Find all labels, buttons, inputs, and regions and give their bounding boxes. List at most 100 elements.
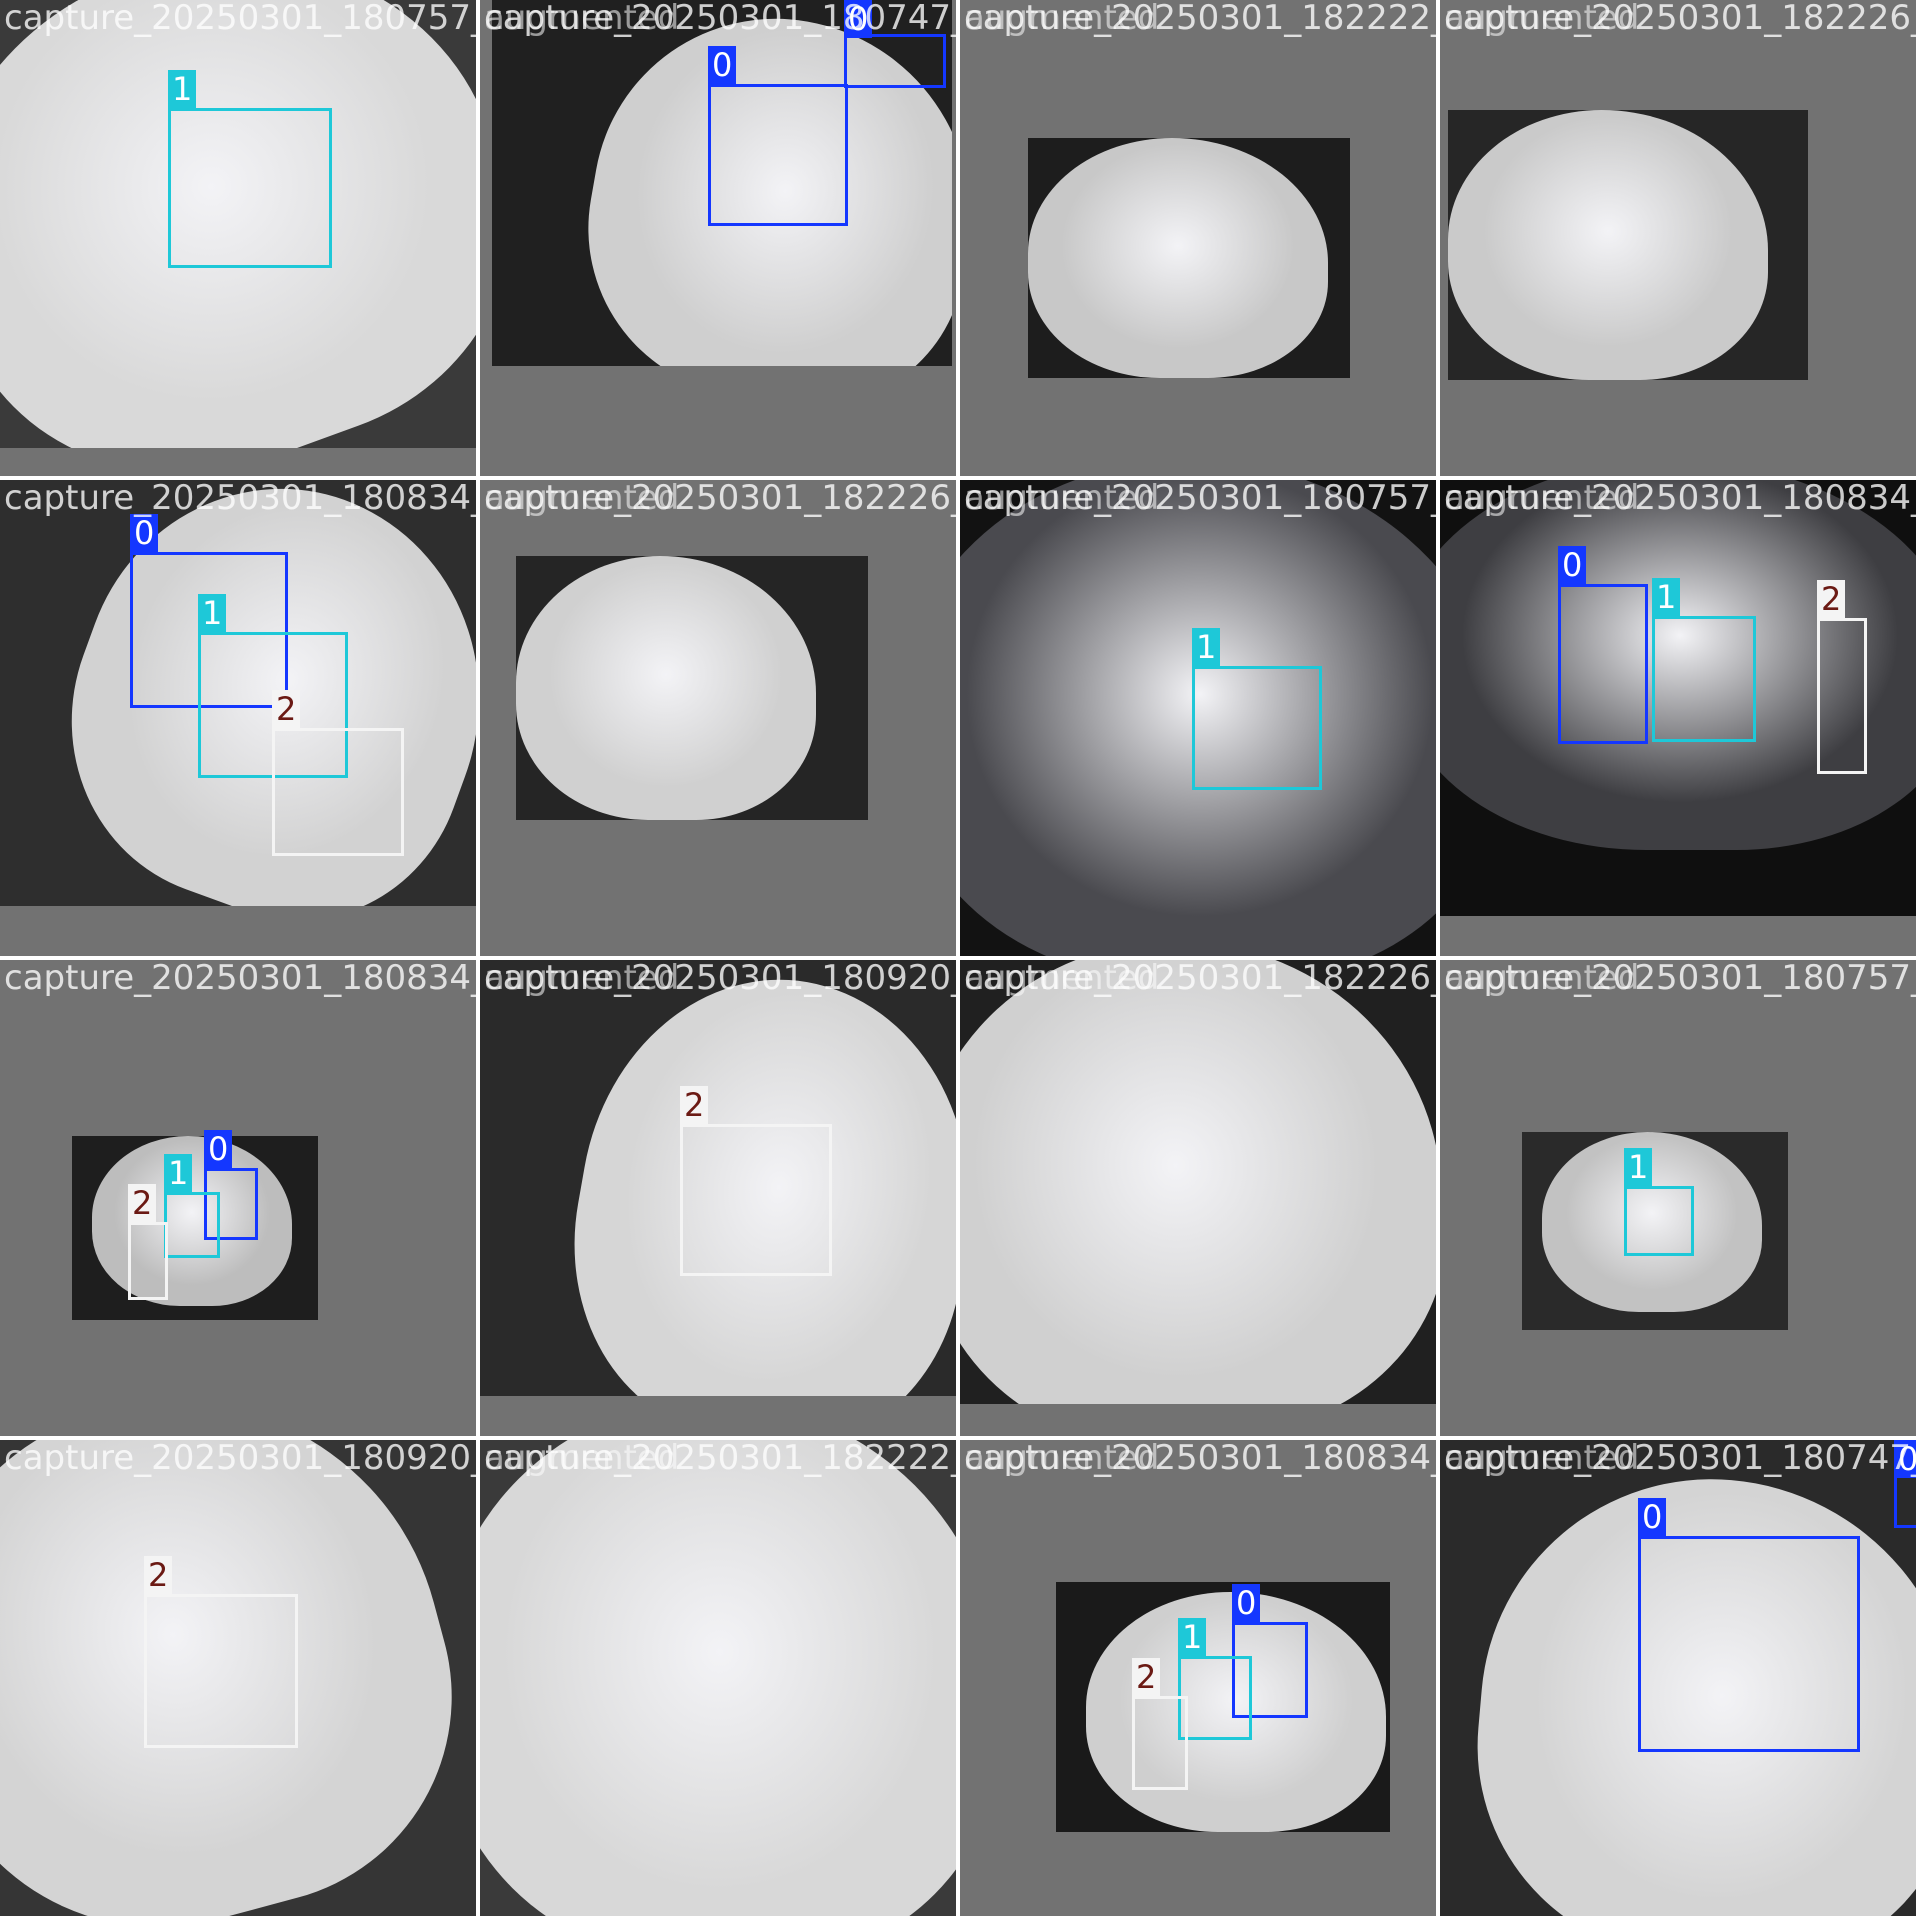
mosaic-tile: capture_20250301_182226_ augmented <box>1440 0 1916 476</box>
detection-box <box>844 34 946 88</box>
detection-class-label: 0 <box>1558 546 1587 584</box>
detection-class-label: 0 <box>844 0 873 38</box>
mosaic-tile: capture_20250301_182226_ augmented <box>960 960 1436 1436</box>
mosaic-tile: 2 capture_20250301_180920_ augmented <box>480 960 956 1436</box>
detection-class-label: 2 <box>1132 1658 1161 1696</box>
detection-box <box>1132 1696 1188 1790</box>
mosaic-tile: 0 0 capture_20250301_180747_ augmented <box>1440 1440 1916 1916</box>
detection-class-label: 2 <box>680 1086 709 1124</box>
tile-filename-label: augmented <box>1444 960 1640 998</box>
mosaic-tile: 0 0 capture_20250301_180747_ augmented <box>480 0 956 476</box>
tile-photo <box>1028 138 1350 378</box>
tile-filename-label: capture_20250301_180920_ <box>484 960 956 998</box>
detection-box <box>1638 1536 1860 1752</box>
tile-photo <box>0 480 476 906</box>
tile-filename-label: capture_20250301_180757_ <box>4 0 476 38</box>
tile-photo <box>480 960 956 1396</box>
tile-filename-label: augmented <box>484 480 680 518</box>
tile-filename-label: capture_20250301_180747_ <box>1444 1440 1916 1478</box>
tile-filename-label: augmented <box>964 1440 1160 1478</box>
detection-box <box>1652 616 1756 742</box>
tile-filename-label: augmented <box>484 960 680 998</box>
detection-box <box>1232 1622 1308 1718</box>
detection-box <box>204 1168 258 1240</box>
mosaic-tile: 2 capture_20250301_180920_ <box>0 1440 476 1916</box>
tile-filename-label: capture_20250301_182226_ <box>1444 0 1916 38</box>
detection-class-label: 0 <box>708 46 737 84</box>
detection-class-label: 1 <box>1652 578 1681 616</box>
mosaic-tile: capture_20250301_182226_ augmented <box>480 480 956 956</box>
detection-class-label: 2 <box>144 1556 173 1594</box>
detection-box <box>128 1222 168 1300</box>
detection-box <box>1178 1656 1252 1740</box>
detection-box <box>164 1192 220 1258</box>
tile-photo <box>1440 480 1916 916</box>
detection-class-label: 2 <box>1817 580 1846 618</box>
tile-filename-label: capture_20250301_180834_ <box>4 480 476 518</box>
table-surface <box>1448 110 1768 380</box>
tile-filename-label: capture_20250301_180834_ <box>964 1440 1436 1478</box>
tile-photo <box>516 556 868 820</box>
tile-photo <box>1448 110 1808 380</box>
detection-class-label: 0 <box>1232 1584 1261 1622</box>
tile-filename-label: capture_20250301_180920_ <box>4 1440 476 1478</box>
tile-filename-label: capture_20250301_180757_ <box>1444 960 1916 998</box>
detection-class-label: 2 <box>272 690 301 728</box>
detection-class-label: 0 <box>204 1130 233 1168</box>
detection-box <box>272 728 404 856</box>
detection-class-label: 0 <box>1638 1498 1667 1536</box>
tile-photo <box>960 960 1436 1404</box>
detection-box <box>1817 618 1867 774</box>
mosaic-tile: 1 capture_20250301_180757_ <box>0 0 476 476</box>
detection-class-label: 0 <box>130 514 159 552</box>
detection-box <box>680 1124 832 1276</box>
detection-box <box>1192 666 1322 790</box>
table-surface <box>960 960 1436 1404</box>
tile-filename-label: capture_20250301_180834_ <box>4 960 476 998</box>
tile-filename-label: capture_20250301_182222_ <box>484 1440 956 1478</box>
detection-class-label: 1 <box>198 594 227 632</box>
tile-filename-label: augmented <box>1444 0 1640 38</box>
mosaic-tile: 0 1 2 capture_20250301_180834_ <box>0 960 476 1436</box>
detection-class-label: 1 <box>168 70 197 108</box>
detection-box <box>708 84 848 226</box>
tile-filename-label: capture_20250301_182226_ <box>964 960 1436 998</box>
table-surface <box>1440 480 1916 850</box>
tile-filename-label: augmented <box>484 1440 680 1478</box>
tile-photo <box>480 1440 956 1916</box>
detection-class-label: 1 <box>164 1154 193 1192</box>
mosaic-tile: 1 capture_20250301_180757_ augmented <box>960 480 1436 956</box>
detection-box <box>1624 1186 1694 1256</box>
tile-filename-label: augmented <box>484 0 680 38</box>
tile-filename-label: capture_20250301_182222_ <box>964 0 1436 38</box>
tile-photo <box>0 1440 476 1916</box>
detection-class-label: 1 <box>1624 1148 1653 1186</box>
mosaic-tile: 0 1 2 capture_20250301_180834_ augmented <box>960 1440 1436 1916</box>
tile-filename-label: capture_20250301_180757_ <box>964 480 1436 518</box>
detection-box <box>144 1594 298 1748</box>
mosaic-tile: capture_20250301_182222_ augmented <box>960 0 1436 476</box>
tile-photo <box>960 480 1436 956</box>
mosaic-tile: 0 1 2 capture_20250301_180834_ augmented <box>1440 480 1916 956</box>
tile-filename-label: augmented <box>1444 1440 1640 1478</box>
table-surface <box>1028 138 1328 378</box>
table-surface <box>516 556 816 820</box>
detection-box <box>1558 584 1648 744</box>
tile-filename-label: capture_20250301_180747_ <box>484 0 956 38</box>
tile-filename-label: augmented <box>1444 480 1640 518</box>
table-surface <box>1086 1592 1386 1832</box>
mosaic-tile: 1 capture_20250301_180757_ augmented <box>1440 960 1916 1436</box>
detection-class-label: 2 <box>128 1184 157 1222</box>
tile-photo <box>1440 1440 1916 1916</box>
tile-filename-label: augmented <box>964 960 1160 998</box>
tile-photo <box>1056 1582 1390 1832</box>
tile-photo <box>1522 1132 1788 1330</box>
detection-class-label: 1 <box>1192 628 1221 666</box>
tile-photo <box>72 1136 318 1320</box>
tile-filename-label: augmented <box>964 0 1160 38</box>
tile-photo <box>0 0 476 448</box>
detection-class-label: 1 <box>1178 1618 1207 1656</box>
mosaic-tile: 0 1 2 capture_20250301_180834_ <box>0 480 476 956</box>
table-surface <box>960 480 1436 956</box>
